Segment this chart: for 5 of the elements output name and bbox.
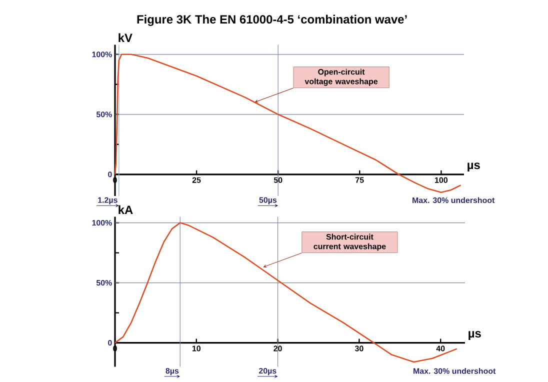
chart-title: Figure 3K The EN 61000-4-5 ‘combination wave’ bbox=[137, 14, 407, 26]
y-axis-title: kA bbox=[118, 205, 133, 214]
x-axis-title: µs bbox=[468, 162, 480, 172]
y-axis-title: kV bbox=[118, 33, 132, 42]
x-axis-title: µs bbox=[468, 331, 481, 340]
